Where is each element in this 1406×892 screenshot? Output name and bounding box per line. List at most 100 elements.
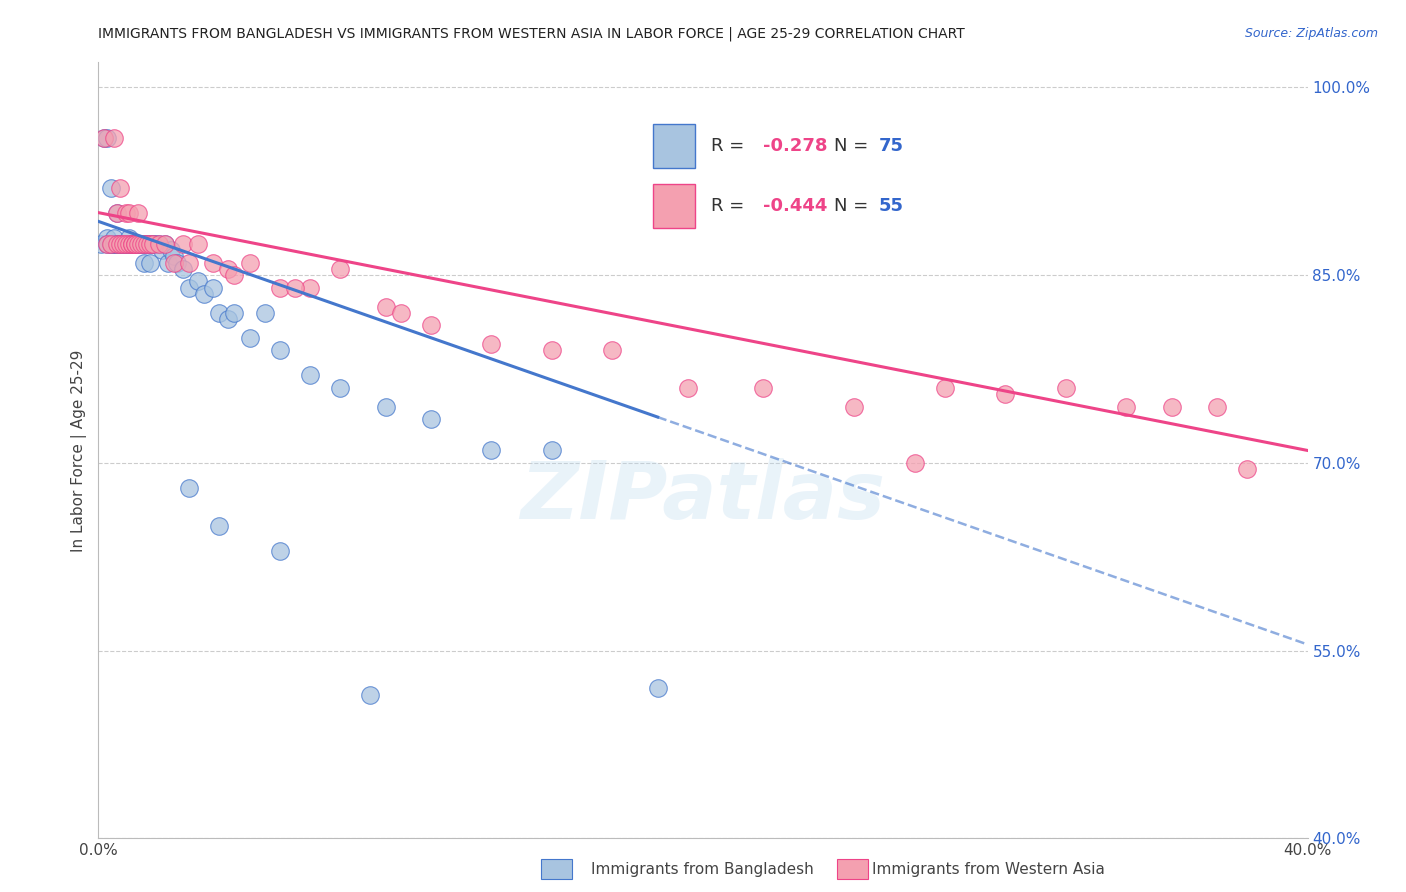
Text: Source: ZipAtlas.com: Source: ZipAtlas.com bbox=[1244, 27, 1378, 40]
Point bbox=[96, 236, 118, 251]
Point bbox=[329, 262, 352, 277]
Point bbox=[253, 306, 276, 320]
Point bbox=[217, 312, 239, 326]
Point bbox=[121, 236, 143, 251]
Point bbox=[187, 236, 209, 251]
Point bbox=[269, 343, 291, 358]
Point bbox=[202, 256, 225, 270]
Point bbox=[602, 343, 624, 358]
Point bbox=[105, 205, 128, 219]
Point bbox=[121, 236, 143, 251]
Point bbox=[1115, 400, 1137, 414]
Point bbox=[121, 236, 143, 251]
Point bbox=[132, 256, 155, 270]
Point bbox=[111, 236, 134, 251]
Point bbox=[114, 236, 136, 251]
Text: N =: N = bbox=[834, 197, 873, 215]
Point bbox=[108, 236, 131, 251]
Point bbox=[142, 236, 165, 251]
Point bbox=[420, 412, 443, 426]
Text: Immigrants from Bangladesh: Immigrants from Bangladesh bbox=[591, 863, 813, 877]
Text: Immigrants from Western Asia: Immigrants from Western Asia bbox=[872, 863, 1105, 877]
Point bbox=[93, 130, 115, 145]
Point bbox=[135, 236, 157, 251]
Point bbox=[96, 130, 118, 145]
Point bbox=[139, 256, 162, 270]
Point bbox=[127, 236, 149, 251]
Point bbox=[481, 443, 503, 458]
Point bbox=[118, 236, 141, 251]
Point bbox=[239, 331, 262, 345]
Text: -0.444: -0.444 bbox=[762, 197, 827, 215]
Point bbox=[160, 243, 183, 257]
Point bbox=[172, 236, 194, 251]
Point bbox=[100, 180, 122, 194]
Point bbox=[153, 236, 176, 251]
Point bbox=[481, 337, 503, 351]
Point bbox=[93, 130, 115, 145]
Point bbox=[994, 387, 1017, 401]
FancyBboxPatch shape bbox=[652, 124, 695, 169]
Point bbox=[105, 236, 128, 251]
Point bbox=[224, 268, 246, 283]
Point bbox=[105, 236, 128, 251]
Point bbox=[202, 281, 225, 295]
Point bbox=[103, 236, 125, 251]
Point bbox=[139, 236, 162, 251]
Point bbox=[129, 236, 152, 251]
Point bbox=[103, 130, 125, 145]
Point bbox=[121, 236, 143, 251]
Text: R =: R = bbox=[711, 137, 749, 155]
Point bbox=[127, 236, 149, 251]
Point bbox=[118, 236, 141, 251]
Point bbox=[100, 236, 122, 251]
Point bbox=[124, 236, 146, 251]
Point bbox=[96, 230, 118, 244]
Y-axis label: In Labor Force | Age 25-29: In Labor Force | Age 25-29 bbox=[72, 350, 87, 551]
Point bbox=[1206, 400, 1229, 414]
Point bbox=[108, 236, 131, 251]
Point bbox=[179, 256, 201, 270]
Point bbox=[142, 236, 165, 251]
Point bbox=[269, 281, 291, 295]
Point bbox=[129, 236, 152, 251]
Point bbox=[100, 236, 122, 251]
Point bbox=[118, 236, 141, 251]
Point bbox=[752, 381, 775, 395]
Point bbox=[114, 236, 136, 251]
Point bbox=[676, 381, 699, 395]
Point bbox=[111, 236, 134, 251]
Point bbox=[374, 400, 396, 414]
Point bbox=[114, 236, 136, 251]
Point bbox=[360, 688, 382, 702]
Point bbox=[217, 262, 239, 277]
Point bbox=[239, 256, 262, 270]
Text: R =: R = bbox=[711, 197, 749, 215]
Point bbox=[100, 236, 122, 251]
Point bbox=[135, 236, 157, 251]
Point bbox=[124, 236, 146, 251]
Text: ZIPatlas: ZIPatlas bbox=[520, 458, 886, 536]
Point bbox=[114, 205, 136, 219]
Point bbox=[374, 300, 396, 314]
Point bbox=[148, 236, 170, 251]
Text: IMMIGRANTS FROM BANGLADESH VS IMMIGRANTS FROM WESTERN ASIA IN LABOR FORCE | AGE : IMMIGRANTS FROM BANGLADESH VS IMMIGRANTS… bbox=[98, 27, 965, 41]
Point bbox=[135, 236, 157, 251]
Point bbox=[124, 236, 146, 251]
Point bbox=[108, 236, 131, 251]
Text: 55: 55 bbox=[879, 197, 904, 215]
Point bbox=[108, 180, 131, 194]
Point bbox=[114, 236, 136, 251]
Point bbox=[329, 381, 352, 395]
Point bbox=[156, 256, 179, 270]
Point bbox=[132, 236, 155, 251]
Text: 75: 75 bbox=[879, 137, 904, 155]
Point bbox=[118, 230, 141, 244]
Point bbox=[299, 281, 322, 295]
Point bbox=[90, 236, 112, 251]
Point bbox=[389, 306, 412, 320]
Point bbox=[540, 343, 562, 358]
Point bbox=[127, 236, 149, 251]
Point bbox=[103, 230, 125, 244]
Point bbox=[129, 236, 152, 251]
